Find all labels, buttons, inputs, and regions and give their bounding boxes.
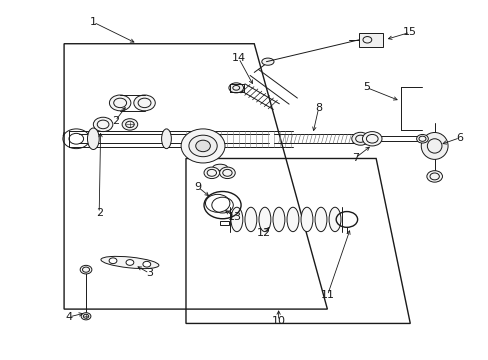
Ellipse shape bbox=[272, 207, 285, 231]
Text: 2: 2 bbox=[111, 116, 119, 126]
Text: 7: 7 bbox=[351, 153, 359, 163]
Text: 12: 12 bbox=[256, 228, 270, 238]
Ellipse shape bbox=[261, 58, 273, 65]
Ellipse shape bbox=[230, 207, 243, 231]
Circle shape bbox=[80, 265, 92, 274]
Circle shape bbox=[203, 167, 219, 179]
Text: 11: 11 bbox=[320, 291, 334, 301]
Text: 3: 3 bbox=[145, 268, 153, 278]
Ellipse shape bbox=[420, 132, 447, 159]
Ellipse shape bbox=[286, 207, 298, 231]
Ellipse shape bbox=[188, 135, 217, 157]
Text: 5: 5 bbox=[362, 82, 369, 93]
Ellipse shape bbox=[161, 129, 171, 149]
Circle shape bbox=[126, 260, 134, 265]
Text: 8: 8 bbox=[314, 103, 322, 113]
Text: 14: 14 bbox=[231, 53, 245, 63]
Circle shape bbox=[362, 132, 381, 146]
Circle shape bbox=[351, 132, 368, 145]
Text: 1: 1 bbox=[90, 17, 97, 27]
Text: 13: 13 bbox=[227, 212, 241, 221]
Text: 10: 10 bbox=[271, 316, 285, 326]
Bar bbox=[220, 221, 228, 225]
Circle shape bbox=[416, 134, 427, 143]
Ellipse shape bbox=[195, 140, 210, 152]
Ellipse shape bbox=[87, 128, 99, 149]
Ellipse shape bbox=[301, 207, 312, 231]
Ellipse shape bbox=[228, 83, 243, 93]
Ellipse shape bbox=[181, 129, 224, 163]
Ellipse shape bbox=[212, 164, 227, 171]
Ellipse shape bbox=[259, 207, 270, 231]
Circle shape bbox=[109, 95, 131, 111]
Text: 6: 6 bbox=[456, 133, 463, 143]
Circle shape bbox=[122, 119, 138, 130]
Ellipse shape bbox=[328, 207, 340, 231]
Text: 4: 4 bbox=[65, 312, 72, 322]
Ellipse shape bbox=[314, 207, 326, 231]
Circle shape bbox=[134, 95, 155, 111]
Bar bbox=[358, 33, 383, 46]
Circle shape bbox=[219, 167, 235, 179]
Circle shape bbox=[93, 117, 113, 132]
Text: 15: 15 bbox=[403, 27, 416, 37]
Ellipse shape bbox=[101, 256, 159, 269]
Ellipse shape bbox=[244, 207, 256, 231]
Circle shape bbox=[426, 171, 442, 182]
Circle shape bbox=[142, 261, 150, 267]
Circle shape bbox=[109, 258, 117, 264]
Text: 9: 9 bbox=[194, 182, 202, 192]
Circle shape bbox=[81, 313, 91, 320]
Text: 2: 2 bbox=[96, 208, 102, 218]
